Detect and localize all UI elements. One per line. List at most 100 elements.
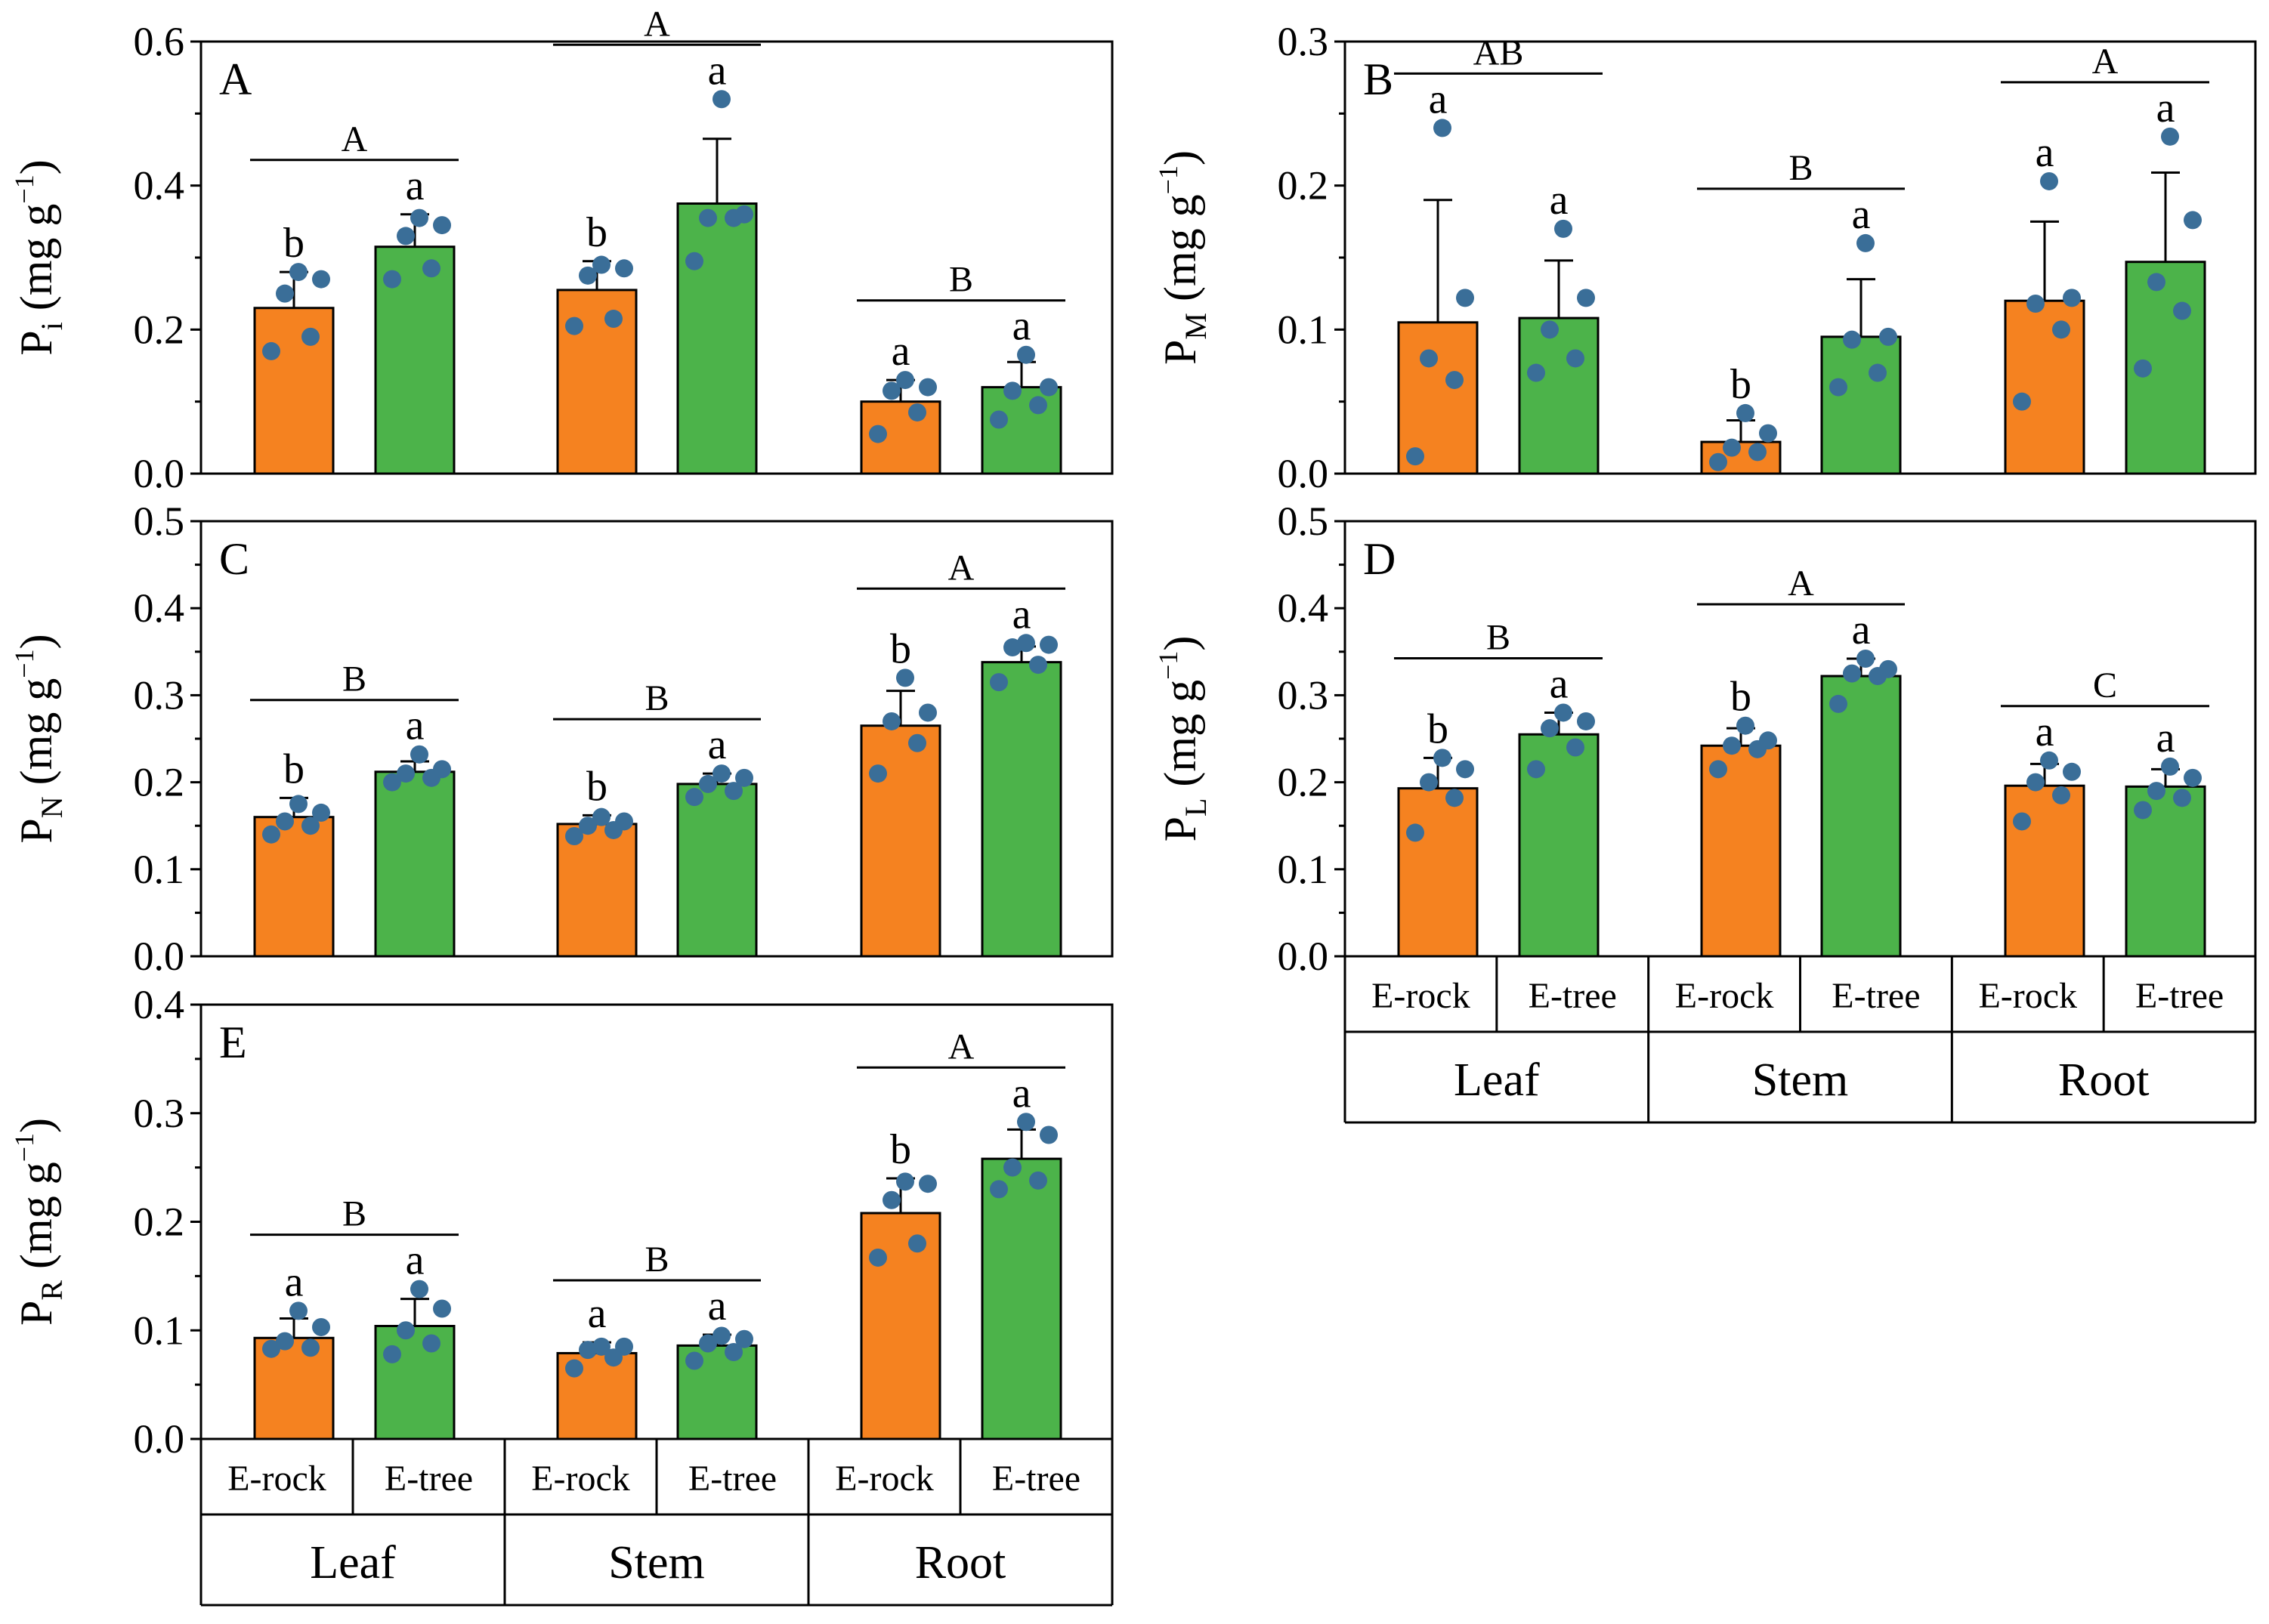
data-point-e	[735, 1329, 753, 1348]
group-sig-letter-d: A	[1788, 563, 1814, 604]
data-point-e	[1017, 1113, 1035, 1132]
data-point-e	[410, 1280, 428, 1298]
data-point-d	[2161, 757, 2179, 776]
panel-e-ylabel-part: R	[35, 1280, 69, 1301]
bar-c-stem-e-rock	[556, 823, 638, 958]
panel-b-ytick-label: 0.1	[1278, 307, 1329, 352]
sig-letter-c: b	[890, 625, 911, 672]
data-point-b	[1433, 119, 1451, 137]
panel-d-ytick-label: 0.3	[1278, 672, 1329, 718]
data-point-e	[289, 1301, 308, 1320]
data-point-c	[908, 733, 926, 752]
data-point-b	[1879, 327, 1897, 346]
data-point-c	[1029, 656, 1047, 675]
data-point-c	[312, 803, 330, 822]
panel-d-ylabel-part: )	[1155, 636, 1205, 651]
panel-b-ytick-label: 0.3	[1278, 19, 1329, 64]
data-point-e	[919, 1175, 937, 1193]
data-point-b	[1456, 289, 1474, 307]
data-point-e	[579, 1341, 597, 1360]
data-point-c	[896, 668, 914, 687]
data-point-e	[301, 1338, 320, 1357]
panel-d-ytick-label: 0.5	[1278, 499, 1329, 544]
data-point-a	[289, 263, 308, 282]
data-point-b	[1748, 443, 1767, 462]
category-label-e: E-rock	[835, 1459, 934, 1499]
data-point-b	[2026, 295, 2045, 313]
data-point-e	[592, 1337, 611, 1356]
panel-b-ylabel: PM (mg g−1)	[1153, 150, 1213, 365]
data-point-d	[2026, 773, 2045, 792]
data-point-e	[1029, 1171, 1047, 1190]
data-point-a	[685, 252, 703, 270]
panel-e-ytick-label: 0.2	[134, 1199, 185, 1245]
panel-c-ytick-label: 0.3	[134, 672, 185, 718]
panel-a-ytick-label: 0.0	[134, 451, 185, 496]
data-point-e	[312, 1317, 330, 1336]
panel-e-ytick-label: 0.3	[134, 1091, 185, 1136]
data-point-c	[1003, 638, 1022, 657]
data-point-d	[2040, 751, 2058, 770]
data-point-d	[1541, 719, 1559, 738]
category-label-d: E-rock	[1978, 976, 2077, 1016]
sig-letter-d: a	[2036, 709, 2054, 755]
category-label-d: E-rock	[1371, 976, 1470, 1016]
data-point-d	[2013, 812, 2031, 831]
data-point-c	[869, 764, 887, 783]
data-point-c	[725, 782, 743, 801]
panel-c-ylabel-part: )	[11, 634, 61, 649]
data-point-e	[725, 1343, 743, 1361]
sig-letter-d: b	[1730, 674, 1751, 721]
panel-c-ylabel: PN (mg g−1)	[9, 634, 69, 843]
sig-letter-d: a	[2156, 715, 2175, 761]
category-label-d: E-tree	[1832, 976, 1920, 1016]
group-label-d: Leaf	[1454, 1054, 1540, 1106]
data-point-d	[2063, 762, 2081, 781]
group-sig-letter-c: A	[948, 548, 975, 588]
data-point-c	[301, 817, 320, 835]
data-point-e	[422, 1334, 441, 1353]
data-point-b	[2013, 392, 2031, 411]
data-point-b	[1541, 320, 1559, 339]
bar-c-stem-e-tree	[676, 783, 758, 958]
data-point-d	[1843, 664, 1861, 683]
data-point-d	[2052, 786, 2070, 804]
panel-a-ylabel-part: i	[35, 322, 69, 330]
data-point-d	[2184, 768, 2202, 787]
data-point-c	[565, 827, 583, 846]
group-label-d: Stem	[1752, 1054, 1848, 1106]
sig-letter-a: a	[406, 162, 425, 209]
bar-a-stem-e-rock	[556, 289, 638, 475]
panel-e-ylabel-part: P	[11, 1301, 61, 1326]
sig-letter-e: a	[285, 1258, 304, 1305]
bar-c-root-e-rock	[860, 724, 941, 958]
data-point-a	[908, 403, 926, 421]
data-point-d	[1445, 789, 1464, 807]
data-point-c	[919, 703, 937, 722]
data-point-a	[592, 255, 611, 274]
panel-c-ylabel-part: (mg g	[11, 678, 61, 797]
panel-e-ytick-label: 0.1	[134, 1308, 185, 1353]
data-point-a	[383, 270, 401, 289]
data-point-e	[433, 1299, 451, 1318]
group-label-e: Stem	[608, 1537, 704, 1588]
data-point-a	[1017, 345, 1035, 364]
data-point-b	[1577, 289, 1595, 307]
panel-a-ylabel-part: P	[11, 330, 61, 355]
data-point-c	[990, 673, 1008, 692]
bar-e-root-e-rock	[860, 1212, 941, 1440]
bar-c-leaf-e-tree	[374, 770, 456, 958]
data-point-a	[990, 410, 1008, 429]
data-point-e	[615, 1337, 633, 1356]
data-point-d	[2173, 789, 2191, 807]
panel-b-ylabel-part: )	[1155, 150, 1205, 165]
sig-letter-c: a	[1012, 591, 1031, 638]
panel-d-ylabel: PL (mg g−1)	[1153, 636, 1213, 842]
data-point-a	[262, 341, 280, 360]
sig-letter-e: b	[890, 1126, 911, 1173]
data-point-a	[896, 371, 914, 390]
panel-d-ylabel-part: L	[1179, 798, 1213, 817]
data-point-c	[262, 825, 280, 844]
group-sig-letter-b: AB	[1473, 32, 1524, 73]
